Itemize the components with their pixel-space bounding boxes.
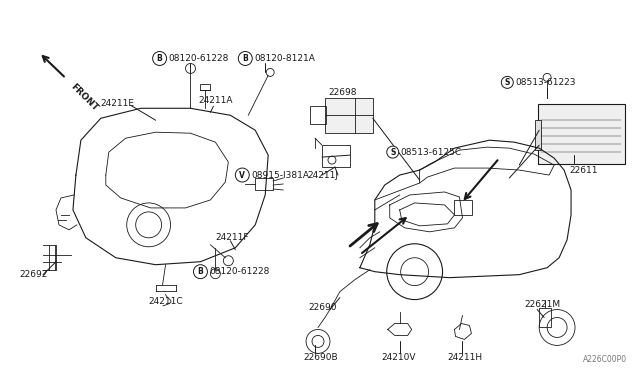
Text: 24211J: 24211J <box>307 170 338 180</box>
Text: 22621M: 22621M <box>524 300 561 309</box>
Bar <box>325 98 373 133</box>
Circle shape <box>501 76 513 89</box>
Text: 24211A: 24211A <box>198 96 233 105</box>
Bar <box>322 145 350 167</box>
Text: 22692: 22692 <box>19 270 47 279</box>
Text: 08120-61228: 08120-61228 <box>209 267 270 276</box>
Text: 24211E: 24211E <box>101 99 135 108</box>
Text: FRONT: FRONT <box>69 82 100 113</box>
Bar <box>310 106 326 124</box>
Circle shape <box>238 51 252 65</box>
Text: 08513-61223: 08513-61223 <box>515 78 576 87</box>
Bar <box>255 178 273 190</box>
Text: 22698: 22698 <box>328 88 356 97</box>
Circle shape <box>387 146 399 158</box>
Text: V: V <box>239 170 245 180</box>
Text: 08120-61228: 08120-61228 <box>168 54 229 63</box>
Text: 08120-8121A: 08120-8121A <box>254 54 315 63</box>
Text: 24211F: 24211F <box>216 233 249 242</box>
Text: 24211H: 24211H <box>447 353 483 362</box>
Text: 22611: 22611 <box>569 166 598 174</box>
FancyBboxPatch shape <box>538 104 625 164</box>
Text: S: S <box>390 148 396 157</box>
Text: B: B <box>243 54 248 63</box>
Bar <box>535 120 541 150</box>
Text: 22690: 22690 <box>308 303 337 312</box>
Text: 24211C: 24211C <box>148 297 183 306</box>
Text: A226C00P0: A226C00P0 <box>583 355 627 364</box>
Circle shape <box>193 265 207 279</box>
Bar <box>454 200 472 215</box>
Circle shape <box>236 168 249 182</box>
Circle shape <box>152 51 166 65</box>
Text: B: B <box>198 267 204 276</box>
Text: 08513-6125C: 08513-6125C <box>401 148 462 157</box>
Text: S: S <box>504 78 510 87</box>
Bar <box>200 84 211 90</box>
Bar <box>539 308 551 327</box>
Text: 08915-I381A: 08915-I381A <box>252 170 309 180</box>
Text: 24210V: 24210V <box>382 353 416 362</box>
Text: B: B <box>157 54 163 63</box>
Text: 22690B: 22690B <box>303 353 338 362</box>
